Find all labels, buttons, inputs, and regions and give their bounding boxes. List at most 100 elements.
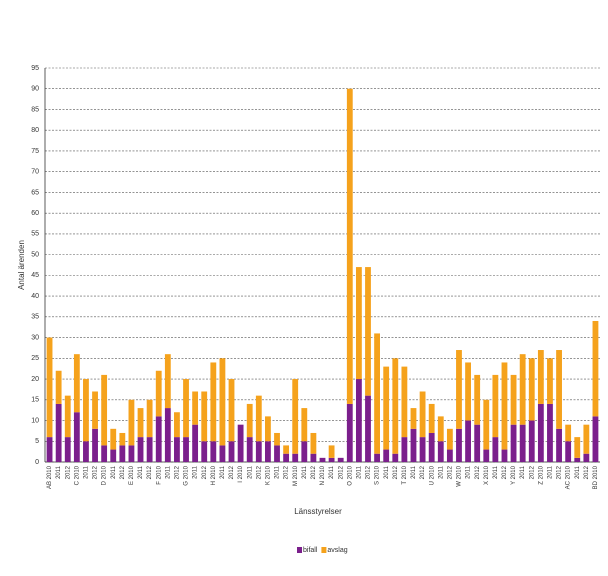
bar-segment bbox=[483, 399, 490, 450]
y-tick-label: 85 bbox=[31, 106, 39, 113]
bar-segment bbox=[228, 379, 235, 442]
bar-segment bbox=[292, 453, 299, 462]
bar-segment bbox=[301, 408, 308, 442]
bar-segment bbox=[547, 403, 553, 462]
bar-segment bbox=[565, 441, 572, 462]
x-tick-label: 2012 bbox=[393, 465, 399, 479]
x-tick-label: 2012 bbox=[202, 465, 208, 479]
x-tick-label: U 2010 bbox=[429, 465, 435, 485]
bar-segment bbox=[192, 391, 199, 425]
bar-segment bbox=[592, 416, 599, 462]
x-tick-label: 2011 bbox=[493, 465, 499, 479]
bar-segment bbox=[255, 395, 262, 442]
x-tick-label: 2011 bbox=[548, 465, 554, 479]
bar-segment bbox=[437, 441, 444, 462]
bar-segment bbox=[383, 449, 390, 462]
x-tick-label: K 2010 bbox=[265, 465, 271, 485]
x-tick-label: C 2010 bbox=[74, 465, 80, 485]
bar-segment bbox=[419, 437, 426, 462]
bar-segment bbox=[474, 374, 481, 425]
x-tick-label: 2012 bbox=[175, 465, 181, 479]
bar-segment bbox=[110, 428, 117, 450]
bar-segment bbox=[283, 453, 290, 462]
bar-segment bbox=[274, 432, 280, 446]
x-tick-label: 2012 bbox=[529, 465, 535, 479]
x-tick-label: 2011 bbox=[138, 465, 144, 479]
y-tick-label: 90 bbox=[31, 86, 39, 93]
y-tick-label: 80 bbox=[31, 127, 39, 134]
legend-label: avslag bbox=[327, 547, 347, 554]
bar-segment bbox=[228, 441, 235, 462]
bar-segment bbox=[119, 445, 126, 462]
y-tick-label: 75 bbox=[31, 148, 39, 155]
x-tick-label: 2011 bbox=[356, 465, 362, 479]
bar-segment bbox=[174, 412, 180, 438]
bar-segment bbox=[574, 457, 581, 462]
bar-segment bbox=[201, 391, 208, 442]
bar-segment bbox=[401, 437, 408, 462]
x-tick-label: Z 2010 bbox=[538, 465, 544, 484]
bar-segment bbox=[556, 350, 562, 429]
bar-segment bbox=[201, 441, 208, 462]
bar-segment bbox=[537, 403, 544, 462]
bar-segment bbox=[556, 428, 562, 462]
bar-segment bbox=[537, 350, 544, 404]
bar-segment bbox=[337, 457, 344, 462]
x-tick-label: 2011 bbox=[438, 465, 444, 479]
x-tick-label: 2011 bbox=[247, 465, 253, 479]
bar-segment bbox=[137, 408, 144, 438]
bar-segment bbox=[192, 424, 199, 462]
x-tick-label: F 2010 bbox=[156, 465, 162, 484]
bar-segment bbox=[501, 449, 508, 462]
bar-segment bbox=[355, 379, 362, 462]
bar-segment bbox=[246, 403, 253, 438]
bar-segment bbox=[410, 428, 417, 462]
y-tick-label: 45 bbox=[31, 272, 39, 279]
bar-segment bbox=[183, 379, 189, 438]
x-tick-label: 2011 bbox=[220, 465, 226, 479]
x-tick-label: H 2010 bbox=[211, 465, 217, 485]
bar-segment bbox=[574, 437, 581, 458]
bar-segment bbox=[456, 350, 462, 429]
bar-segment bbox=[64, 395, 71, 438]
bar-segment bbox=[146, 399, 153, 438]
bar-segment bbox=[55, 403, 62, 462]
y-tick-label: 65 bbox=[31, 189, 39, 196]
x-tick-label: 2012 bbox=[65, 465, 71, 479]
bar-segment bbox=[137, 437, 144, 462]
bar-segment bbox=[310, 453, 317, 462]
bar-segment bbox=[328, 445, 335, 458]
bar-segment bbox=[528, 358, 535, 421]
bar-segment bbox=[255, 441, 262, 462]
bar-segment bbox=[465, 362, 471, 421]
x-tick-label: 2012 bbox=[475, 465, 481, 479]
bar-segment bbox=[374, 453, 381, 462]
y-tick-label: 35 bbox=[31, 314, 39, 321]
x-tick-label: 2011 bbox=[575, 465, 581, 479]
bar-segment bbox=[519, 424, 526, 462]
x-tick-label: M 2010 bbox=[293, 465, 299, 486]
bar-segment bbox=[264, 416, 271, 442]
x-tick-label: G 2010 bbox=[184, 465, 190, 485]
bar-segment bbox=[465, 420, 471, 462]
x-tick-label: N 2010 bbox=[320, 465, 326, 485]
bar-segment bbox=[392, 453, 399, 462]
x-tick-label: 2012 bbox=[120, 465, 126, 479]
bar-segment bbox=[174, 437, 180, 462]
legend-swatch bbox=[321, 547, 327, 553]
bar-segment bbox=[83, 379, 89, 442]
y-tick-label: 55 bbox=[31, 231, 39, 238]
bar-segment bbox=[237, 424, 244, 462]
bar-segment bbox=[510, 374, 517, 425]
bar-segment bbox=[164, 408, 171, 462]
x-tick-label: 2012 bbox=[420, 465, 426, 479]
bar-segment bbox=[64, 437, 71, 462]
x-tick-label: 2011 bbox=[302, 465, 308, 479]
x-tick-label: BD 2010 bbox=[593, 465, 599, 489]
bar-segment bbox=[46, 337, 53, 438]
bar-segment bbox=[246, 437, 253, 462]
x-tick-label: 2011 bbox=[84, 465, 90, 479]
legend-swatch bbox=[297, 547, 302, 553]
bar-segment bbox=[355, 267, 362, 380]
x-tick-label: X 2010 bbox=[484, 465, 490, 485]
